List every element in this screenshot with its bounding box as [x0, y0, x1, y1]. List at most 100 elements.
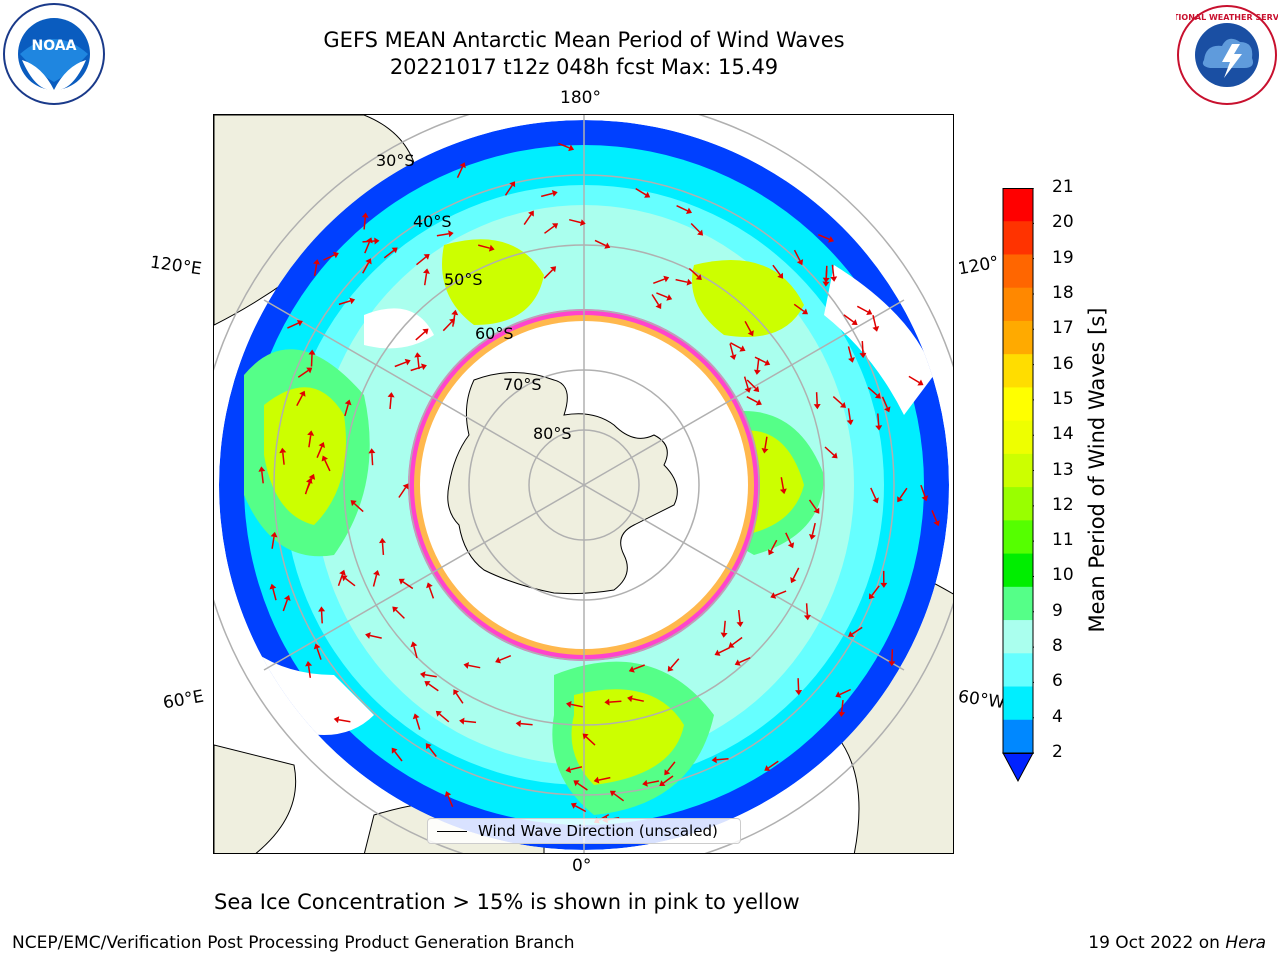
wind-arrow-shaft — [371, 453, 374, 466]
wind-arrow-head — [333, 716, 340, 724]
wind-arrow-head — [921, 495, 929, 502]
wind-arrow-head — [787, 542, 795, 549]
wind-arrow-head — [332, 251, 339, 259]
noaa-logo: NOAA — [3, 3, 105, 105]
wind-arrow-shaft — [447, 795, 454, 808]
wind-arrow-shaft — [792, 567, 800, 579]
wind-arrow-head — [609, 790, 616, 797]
wind-arrow-head — [801, 308, 808, 315]
wind-arrow-head — [398, 578, 405, 585]
wind-arrow-head — [728, 641, 735, 648]
wind-arrow-shaft — [688, 267, 699, 278]
nws-logo-text: NATIONAL WEATHER SERVICE — [1176, 13, 1278, 22]
wind-arrow-shaft — [675, 278, 688, 283]
wind-arrow-shaft — [793, 249, 801, 262]
colorbar-tick-label: 19 — [1052, 247, 1074, 268]
wind-arrow-shaft — [744, 320, 752, 333]
noaa-logo-text: NOAA — [32, 38, 77, 54]
wind-arrow-shaft — [767, 760, 779, 769]
lon-label-120w: 120° — [956, 252, 1001, 280]
colorbar-segment — [1003, 553, 1033, 588]
wind-arrow-shaft — [662, 775, 674, 784]
footer-date: 19 Oct 2022 on Hera — [1088, 933, 1266, 953]
wind-arrow-head — [552, 223, 559, 229]
wind-arrow-head — [753, 386, 760, 392]
wind-arrow-shaft — [316, 446, 323, 458]
wind-arrow-head — [279, 447, 287, 454]
wind-arrow-shaft — [394, 361, 407, 368]
wind-arrow-head — [410, 641, 418, 648]
wind-arrow-shaft — [323, 254, 335, 261]
wind-arrow-head — [318, 442, 325, 448]
wind-arrow-shaft — [569, 218, 582, 224]
wind-arrow-head — [305, 661, 313, 667]
wind-arrow-shaft — [666, 761, 676, 772]
wind-arrow-shaft — [815, 392, 818, 405]
chart-title: GEFS MEAN Antarctic Mean Period of Wind … — [323, 28, 845, 52]
wind-arrow-shaft — [304, 482, 311, 495]
wind-arrow-head — [859, 352, 867, 359]
wind-arrow-shaft — [345, 577, 356, 587]
wind-arrow-head — [604, 242, 611, 249]
colorbar-tick-label: 6 — [1052, 671, 1063, 692]
wind-arrow-head — [444, 791, 452, 797]
colorbar-tick-label: 2 — [1052, 742, 1063, 762]
wind-arrow-head — [686, 207, 692, 214]
wind-arrow-head — [426, 582, 433, 589]
wind-arrow-shaft — [743, 376, 749, 389]
wind-arrow-head — [424, 681, 431, 687]
wind-arrow-shaft — [756, 358, 760, 371]
wind-arrow-shaft — [381, 542, 385, 555]
wind-arrow-head — [697, 229, 704, 236]
wind-arrow-shaft — [383, 249, 395, 259]
wind-arrow-shaft — [455, 692, 464, 704]
wind-arrow-shaft — [825, 269, 828, 282]
wind-arrow-head — [412, 713, 420, 720]
wind-arrow-shaft — [870, 487, 877, 500]
footer-date-text: 19 Oct 2022 on — [1088, 933, 1220, 953]
wind-arrow-head — [350, 500, 357, 507]
nws-logo: NATIONAL WEATHER SERVICE — [1176, 5, 1278, 105]
wind-arrow-shaft — [729, 343, 734, 356]
wind-arrow-shaft — [363, 217, 367, 230]
wind-arrow-head — [284, 595, 291, 601]
wind-arrow-shaft — [832, 396, 843, 406]
wind-arrow-shaft — [805, 603, 809, 616]
wind-arrow-shaft — [690, 222, 701, 233]
wind-arrow-head — [828, 236, 834, 243]
wind-arrow-head — [509, 181, 516, 188]
wind-arrow-shaft — [338, 300, 351, 306]
wind-arrow-shaft — [899, 487, 908, 499]
wind-arrow-head — [566, 701, 572, 708]
wind-arrow-head — [404, 358, 411, 366]
wind-arrow-head — [796, 259, 804, 266]
wind-arrow-head — [790, 577, 797, 584]
wind-arrow-head — [897, 496, 903, 503]
wind-arrow-head — [655, 302, 662, 309]
lon-label-180: 180° — [560, 88, 601, 108]
wind-arrow-shaft — [738, 657, 751, 664]
wind-arrow-shaft — [780, 477, 785, 490]
colorbar-tick-label: 17 — [1052, 318, 1074, 339]
wind-arrow-head — [851, 319, 858, 325]
wind-arrow-head — [872, 326, 880, 332]
wind-arrow-shaft — [585, 736, 596, 746]
wind-arrow-shaft — [867, 386, 878, 396]
wind-arrow-shaft — [824, 446, 835, 456]
colorbar-tick-label: 10 — [1052, 565, 1074, 586]
wind-arrow-shaft — [282, 452, 285, 465]
wind-arrow-head — [604, 698, 610, 706]
wind-arrow-shaft — [598, 776, 611, 781]
wind-arrow-head — [344, 399, 352, 406]
wind-arrow-head — [299, 390, 306, 397]
wind-arrow-shaft — [417, 357, 420, 370]
wind-arrow-head — [580, 219, 586, 226]
wind-arrow-head — [593, 776, 600, 784]
wind-arrow-head — [830, 276, 838, 282]
wind-arrow-head — [321, 455, 328, 462]
wind-arrow-shaft — [843, 314, 855, 323]
lat-label-30s: 30°S — [376, 151, 415, 170]
wind-arrow-head — [488, 244, 495, 252]
wind-arrow-shaft — [730, 342, 742, 350]
wind-arrow-head — [813, 404, 821, 410]
